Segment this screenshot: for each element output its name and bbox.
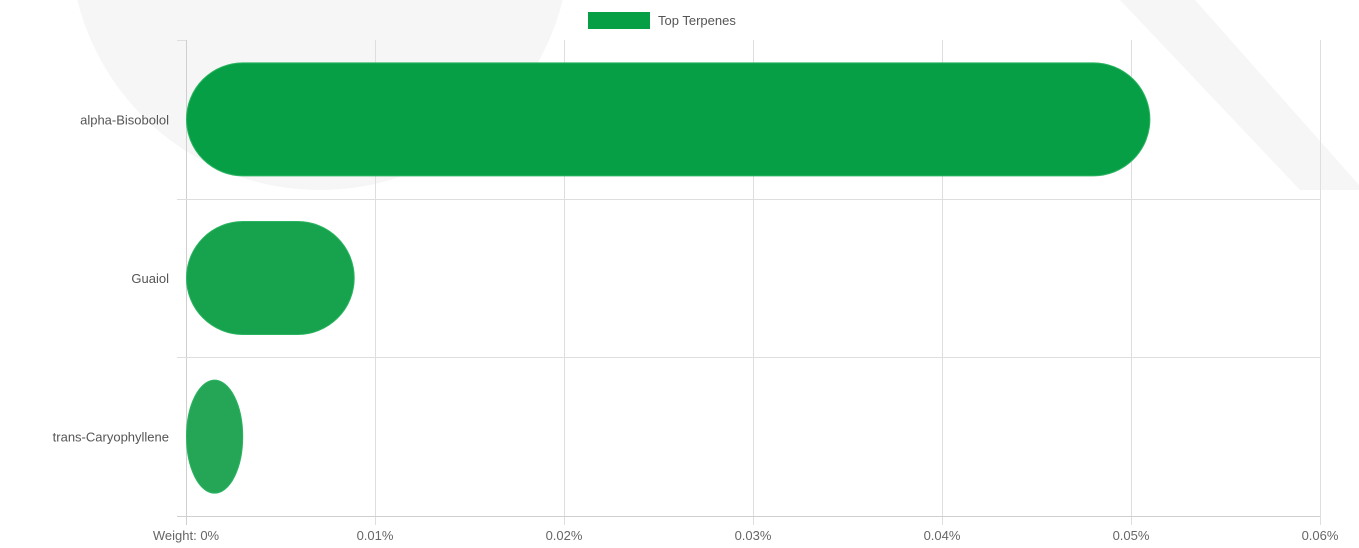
legend-swatch[interactable] — [588, 12, 650, 29]
x-tick-label: 0.04% — [924, 528, 961, 543]
category-label: Guaiol — [131, 271, 169, 286]
axis-labels: Weight: 0% 0.01% 0.02% 0.03% 0.04% 0.05% 0.06%… — [53, 112, 1339, 543]
legend: Top Terpenes — [588, 12, 736, 29]
x-tick-label: 0.06% — [1302, 528, 1339, 543]
category-label: alpha-Bisobolol — [80, 112, 169, 127]
bar[interactable] — [186, 379, 244, 494]
bar[interactable] — [186, 221, 355, 335]
x-tick-label: 0.02% — [546, 528, 583, 543]
grid-lines — [177, 40, 1321, 525]
x-tick-label: Weight: 0% — [153, 528, 220, 543]
bars — [186, 62, 1151, 494]
x-tick-label: 0.01% — [357, 528, 394, 543]
bar[interactable] — [186, 62, 1151, 177]
category-label: trans-Caryophyllene — [53, 430, 169, 445]
x-tick-label: 0.03% — [735, 528, 772, 543]
legend-label[interactable]: Top Terpenes — [658, 13, 736, 28]
x-tick-label: 0.05% — [1113, 528, 1150, 543]
